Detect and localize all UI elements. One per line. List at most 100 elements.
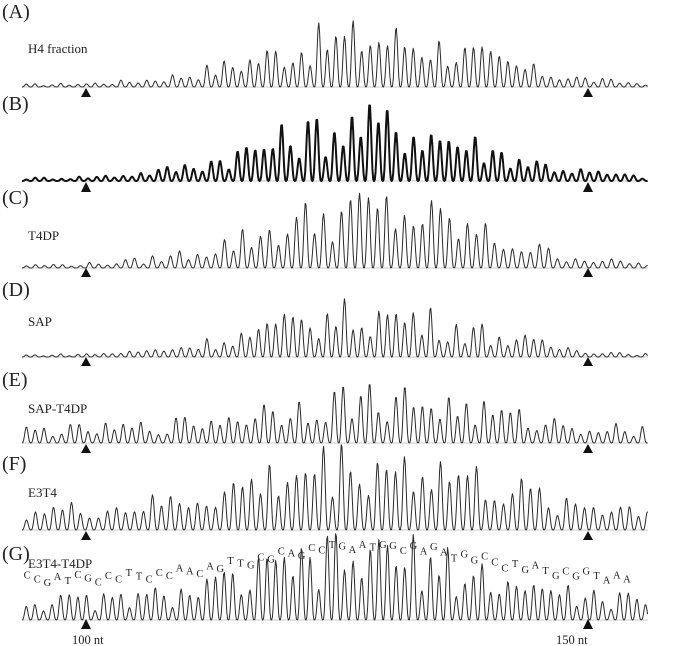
sequence-base: A bbox=[186, 567, 194, 578]
sequence-base: T bbox=[451, 554, 458, 565]
sequence-base: G bbox=[583, 566, 591, 577]
panel-g-name: E3T4-T4DP bbox=[28, 556, 92, 571]
panel-c-left-marker bbox=[81, 268, 91, 277]
panel-f: (F) E3T4 bbox=[2, 444, 649, 540]
panel-a-letter: (A) bbox=[2, 1, 30, 23]
panel-d-name: SAP bbox=[28, 314, 52, 329]
sequence-base: T bbox=[126, 568, 133, 579]
sequence-base: C bbox=[308, 543, 315, 554]
left-position-label: 100 nt bbox=[72, 633, 104, 646]
sequence-base: A bbox=[206, 562, 214, 573]
panel-g: (G) E3T4-T4DP C C GA TC G CC CT T CC CA A CA GT T GC GC… bbox=[2, 533, 649, 646]
sequence-base: G bbox=[267, 554, 275, 565]
panel-f-left-marker bbox=[81, 531, 91, 540]
sequence-base: C bbox=[196, 569, 203, 580]
sequence-base: G bbox=[471, 556, 479, 567]
panel-b-left-marker bbox=[81, 182, 91, 192]
right-position-label: 150 nt bbox=[556, 633, 588, 646]
sequence-base: C bbox=[95, 577, 102, 588]
panel-a: (A) H4 fraction bbox=[2, 1, 648, 97]
sequence-base: C bbox=[481, 552, 488, 563]
sequence-base: G bbox=[430, 542, 438, 553]
sequence-base: G bbox=[247, 560, 255, 571]
sequence-base: A bbox=[532, 560, 540, 571]
sequence-base: C bbox=[34, 574, 41, 585]
sequence-base: A bbox=[440, 548, 448, 559]
sequence-base: C bbox=[491, 557, 498, 568]
sequence-base: C bbox=[146, 575, 153, 586]
sequence-base: G bbox=[410, 541, 418, 552]
sequence-base: G bbox=[379, 540, 387, 551]
sequence-base: G bbox=[552, 571, 560, 582]
sequence-base: A bbox=[359, 540, 367, 551]
sequence-base: C bbox=[74, 570, 81, 581]
sequence-base: T bbox=[329, 540, 336, 551]
panel-a-left-marker bbox=[81, 88, 91, 97]
panel-a-name: H4 fraction bbox=[28, 41, 88, 56]
sequence-base: A bbox=[623, 575, 631, 586]
sequence-base: T bbox=[65, 576, 72, 587]
sequence-base: C bbox=[105, 571, 112, 582]
panel-b-letter: (B) bbox=[2, 93, 29, 115]
panel-d-letter: (D) bbox=[2, 279, 30, 301]
sequence-base: T bbox=[136, 571, 143, 582]
sequence-base: T bbox=[542, 566, 549, 577]
sequence-labels: C C GA TC G CC CT T CC CA A CA GT T GC GC A GC CT G A A T G G C G A… bbox=[24, 540, 632, 589]
panel-c-trace bbox=[22, 192, 648, 269]
panel-b: (B) bbox=[2, 93, 648, 192]
panel-e-trace bbox=[21, 384, 648, 444]
sequence-base: C bbox=[257, 552, 264, 563]
sequence-base: G bbox=[461, 550, 469, 561]
sequence-base: G bbox=[298, 551, 306, 562]
panel-e-letter: (E) bbox=[2, 369, 28, 391]
panel-d-right-marker bbox=[583, 357, 593, 366]
panel-c-letter: (C) bbox=[2, 187, 29, 209]
panel-g-right-marker bbox=[583, 619, 593, 629]
sequence-base: C bbox=[24, 570, 31, 581]
sequence-base: C bbox=[400, 546, 407, 557]
panel-f-right-marker bbox=[583, 531, 593, 540]
panel-c-right-marker bbox=[583, 268, 593, 277]
sequence-base: A bbox=[54, 572, 62, 583]
panel-b-right-marker bbox=[583, 182, 593, 192]
sequence-base: A bbox=[176, 564, 184, 575]
sequence-base: G bbox=[389, 541, 397, 552]
panel-a-right-marker bbox=[583, 88, 593, 97]
panel-b-trace bbox=[21, 104, 648, 182]
sequence-base: C bbox=[166, 571, 173, 582]
sequence-base: C bbox=[501, 563, 508, 574]
sequence-base: C bbox=[318, 546, 325, 557]
sequence-base: G bbox=[522, 565, 530, 576]
panel-e-name: SAP-T4DP bbox=[28, 401, 87, 416]
sequence-base: C bbox=[562, 566, 569, 577]
sequence-base: A bbox=[420, 547, 428, 558]
sequence-base: A bbox=[603, 576, 611, 587]
panel-d-left-marker bbox=[81, 357, 91, 366]
sequence-base: G bbox=[217, 564, 225, 575]
panel-e: (E) SAP-T4DP bbox=[2, 369, 648, 453]
panel-c-name: T4DP bbox=[28, 228, 59, 243]
panel-f-trace bbox=[21, 444, 649, 531]
sequence-base: A bbox=[349, 545, 357, 556]
panel-a-trace bbox=[21, 20, 648, 88]
sequence-base: T bbox=[512, 559, 519, 570]
panel-e-right-marker bbox=[583, 444, 593, 453]
panel-g-trace bbox=[21, 533, 649, 621]
sequence-base: C bbox=[115, 575, 122, 586]
sequence-base: T bbox=[227, 556, 234, 567]
panel-g-letter: (G) bbox=[2, 543, 30, 565]
sequence-base: A bbox=[613, 570, 621, 581]
panel-e-left-marker bbox=[81, 444, 91, 453]
sequence-base: T bbox=[237, 558, 244, 569]
sequence-base: G bbox=[44, 578, 52, 589]
sequence-base: T bbox=[370, 542, 377, 553]
sequence-base: T bbox=[593, 571, 600, 582]
panel-g-left-marker bbox=[81, 619, 91, 629]
panel-f-name: E3T4 bbox=[28, 485, 57, 500]
sequence-base: G bbox=[84, 574, 92, 585]
sequence-base: C bbox=[156, 568, 163, 579]
panel-c: (C) T4DP bbox=[2, 187, 648, 277]
panel-d-trace bbox=[22, 298, 649, 358]
sequence-base: G bbox=[339, 542, 347, 553]
